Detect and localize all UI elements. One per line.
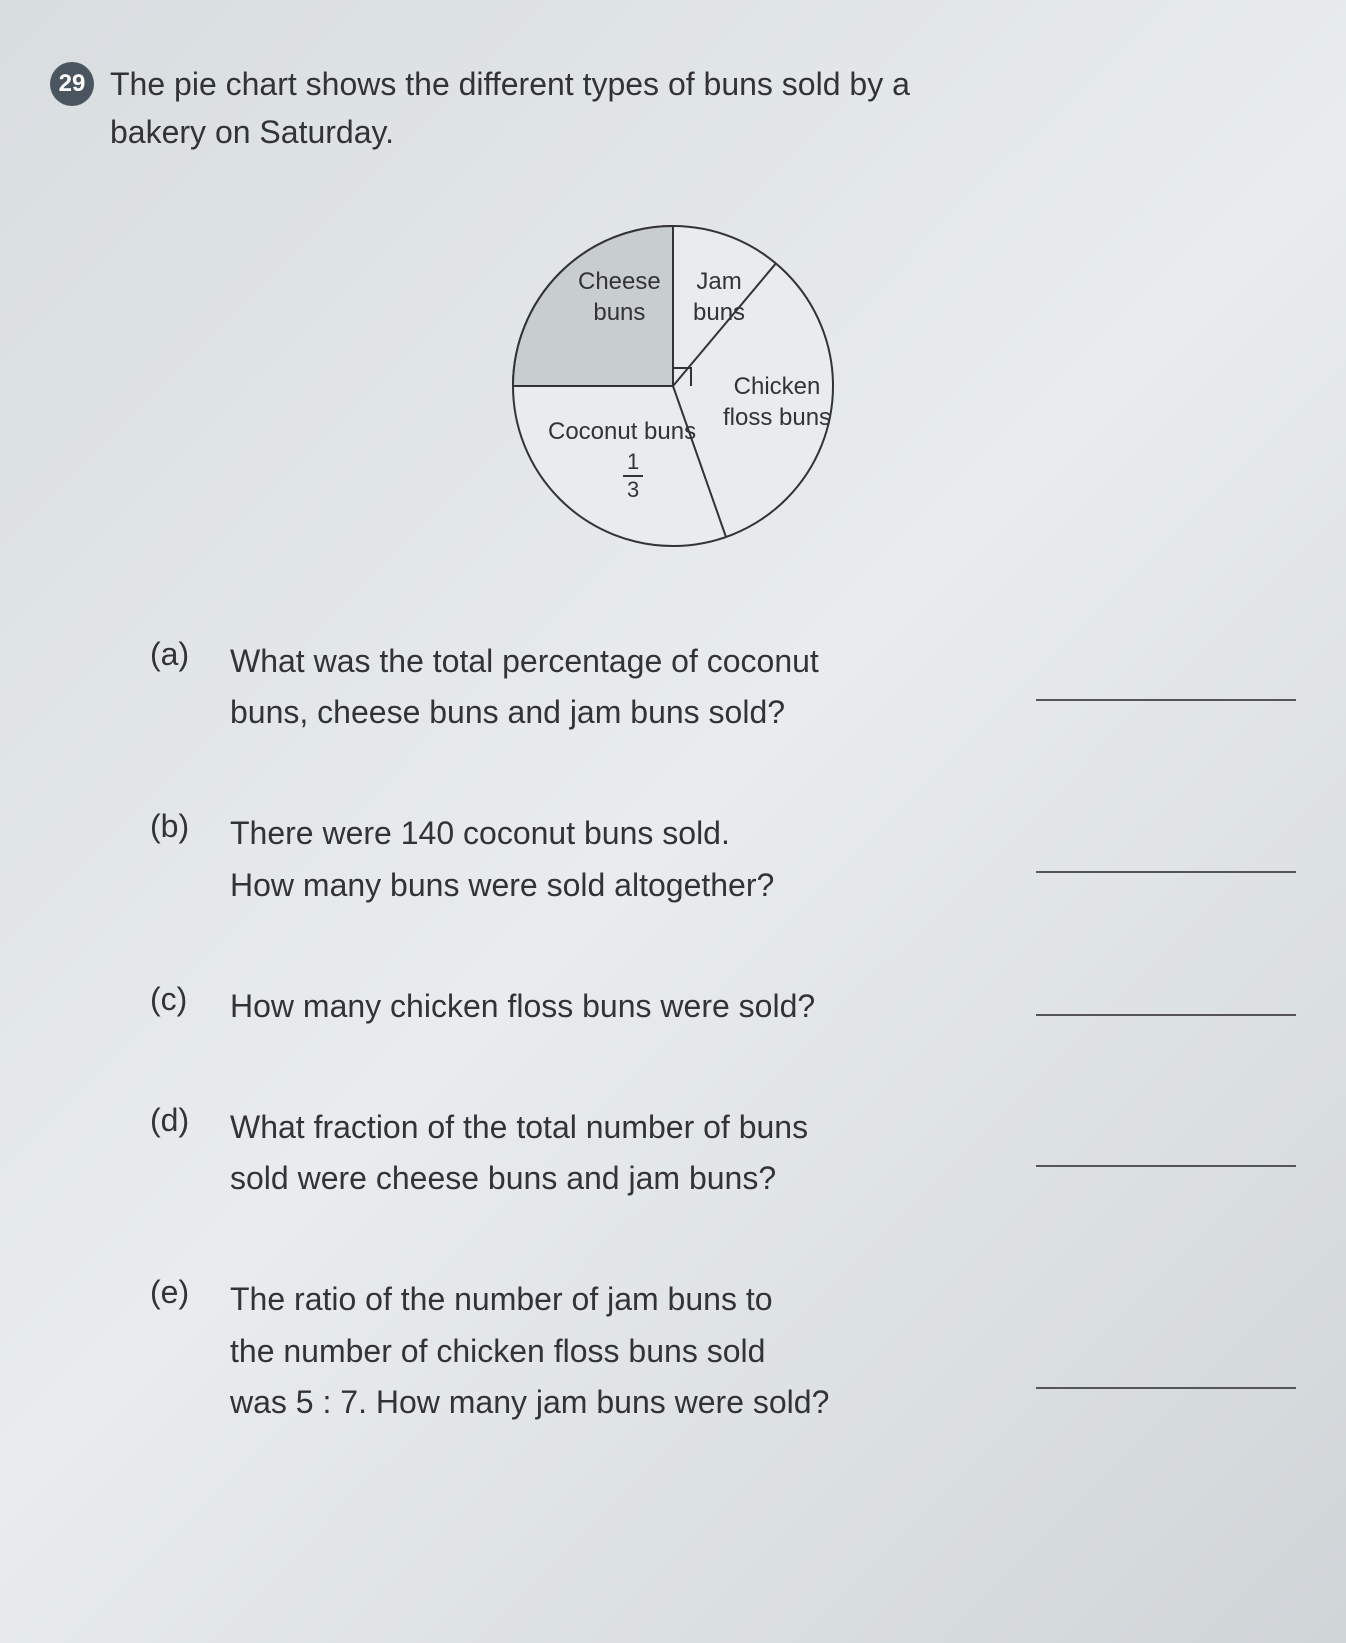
answer-line-e[interactable] bbox=[1036, 1359, 1296, 1389]
chicken-label-line2: floss buns bbox=[723, 404, 831, 431]
coconut-label: Coconut buns bbox=[548, 416, 696, 447]
subquestion-a: (a) What was the total percentage of coc… bbox=[150, 636, 1296, 738]
pie-chart: Jam buns Cheese buns Chicken floss buns … bbox=[493, 206, 853, 566]
subq-d-line1: What fraction of the total number of bun… bbox=[230, 1109, 808, 1145]
chicken-label-line1: Chicken bbox=[734, 373, 821, 400]
subq-e-line2: the number of chicken floss buns sold bbox=[230, 1333, 765, 1369]
answer-line-d[interactable] bbox=[1036, 1137, 1296, 1167]
jam-label: Jam buns bbox=[693, 266, 745, 328]
question-text-line2: bakery on Saturday. bbox=[110, 114, 394, 150]
question-number-text: 29 bbox=[59, 70, 86, 98]
cheese-label-line2: buns bbox=[593, 299, 645, 326]
subq-b-line2: How many buns were sold altogether? bbox=[230, 867, 774, 903]
cheese-label: Cheese buns bbox=[578, 266, 661, 328]
subq-a-line2: buns, cheese buns and jam buns sold? bbox=[230, 694, 785, 730]
coconut-label-line1: Coconut buns bbox=[548, 418, 696, 445]
question-text-line1: The pie chart shows the different types … bbox=[110, 66, 910, 102]
subq-e-text: The ratio of the number of jam buns to t… bbox=[230, 1274, 996, 1428]
subquestion-c: (c) How many chicken floss buns were sol… bbox=[150, 981, 1296, 1032]
coconut-fraction: 1 3 bbox=[623, 451, 643, 501]
subq-d-text: What fraction of the total number of bun… bbox=[230, 1102, 996, 1204]
subq-a-text: What was the total percentage of coconut… bbox=[230, 636, 996, 738]
subquestion-b: (b) There were 140 coconut buns sold. Ho… bbox=[150, 808, 1296, 910]
fraction-numerator: 1 bbox=[623, 451, 643, 477]
subquestion-e: (e) The ratio of the number of jam buns … bbox=[150, 1274, 1296, 1428]
subquestions-list: (a) What was the total percentage of coc… bbox=[50, 636, 1296, 1428]
chicken-label: Chicken floss buns bbox=[723, 371, 831, 433]
subq-a-label: (a) bbox=[150, 636, 210, 673]
subq-d-line2: sold were cheese buns and jam buns? bbox=[230, 1160, 776, 1196]
pie-chart-container: Jam buns Cheese buns Chicken floss buns … bbox=[50, 206, 1296, 566]
subq-e-line3: was 5 : 7. How many jam buns were sold? bbox=[230, 1384, 829, 1420]
subq-e-label: (e) bbox=[150, 1274, 210, 1311]
subq-b-text: There were 140 coconut buns sold. How ma… bbox=[230, 808, 996, 910]
answer-line-b[interactable] bbox=[1036, 843, 1296, 873]
subq-c-text: How many chicken floss buns were sold? bbox=[230, 981, 996, 1032]
subquestion-d: (d) What fraction of the total number of… bbox=[150, 1102, 1296, 1204]
fraction-denominator: 3 bbox=[627, 477, 639, 501]
subq-d-label: (d) bbox=[150, 1102, 210, 1139]
jam-label-line1: Jam bbox=[696, 268, 741, 295]
subq-e-line1: The ratio of the number of jam buns to bbox=[230, 1281, 773, 1317]
subq-a-line1: What was the total percentage of coconut bbox=[230, 643, 819, 679]
subq-c-label: (c) bbox=[150, 981, 210, 1018]
cheese-label-line1: Cheese bbox=[578, 268, 661, 295]
subq-b-line1: There were 140 coconut buns sold. bbox=[230, 815, 730, 851]
jam-label-line2: buns bbox=[693, 299, 745, 326]
subq-c-line1: How many chicken floss buns were sold? bbox=[230, 988, 815, 1024]
question-header: 29 The pie chart shows the different typ… bbox=[50, 60, 1296, 156]
answer-line-a[interactable] bbox=[1036, 671, 1296, 701]
answer-line-c[interactable] bbox=[1036, 986, 1296, 1016]
question-intro-text: The pie chart shows the different types … bbox=[110, 60, 910, 156]
subq-b-label: (b) bbox=[150, 808, 210, 845]
question-number-badge: 29 bbox=[50, 62, 94, 106]
